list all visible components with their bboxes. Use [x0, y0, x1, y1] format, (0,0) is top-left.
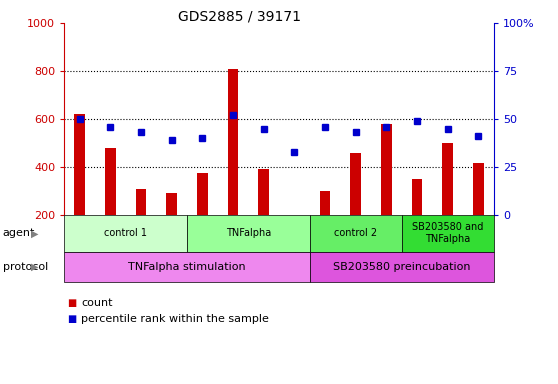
Text: ▶: ▶: [31, 228, 39, 238]
Bar: [74, 114, 85, 215]
Text: SB203580 preincubation: SB203580 preincubation: [333, 262, 470, 272]
Text: SB203580 and
TNFalpha: SB203580 and TNFalpha: [412, 222, 483, 244]
Text: ▶: ▶: [31, 262, 39, 272]
Text: ■: ■: [67, 298, 76, 308]
Text: TNFalpha: TNFalpha: [225, 228, 271, 238]
Text: control 1: control 1: [104, 228, 147, 238]
Bar: [412, 179, 422, 215]
Text: GDS2885 / 39171: GDS2885 / 39171: [179, 10, 301, 23]
Text: count: count: [81, 298, 112, 308]
Text: percentile rank within the sample: percentile rank within the sample: [81, 314, 269, 324]
Bar: [350, 152, 361, 215]
Bar: [473, 164, 484, 215]
Text: protocol: protocol: [3, 262, 48, 272]
Bar: [228, 69, 238, 215]
Bar: [320, 191, 330, 215]
Bar: [289, 215, 300, 226]
Bar: [166, 194, 177, 215]
Bar: [197, 173, 208, 215]
Text: control 2: control 2: [334, 228, 377, 238]
Text: TNFalpha stimulation: TNFalpha stimulation: [128, 262, 246, 272]
Bar: [381, 124, 392, 215]
Bar: [258, 169, 269, 215]
Bar: [442, 143, 453, 215]
Text: agent: agent: [3, 228, 35, 238]
Text: ■: ■: [67, 314, 76, 324]
Bar: [136, 189, 146, 215]
Bar: [105, 148, 116, 215]
